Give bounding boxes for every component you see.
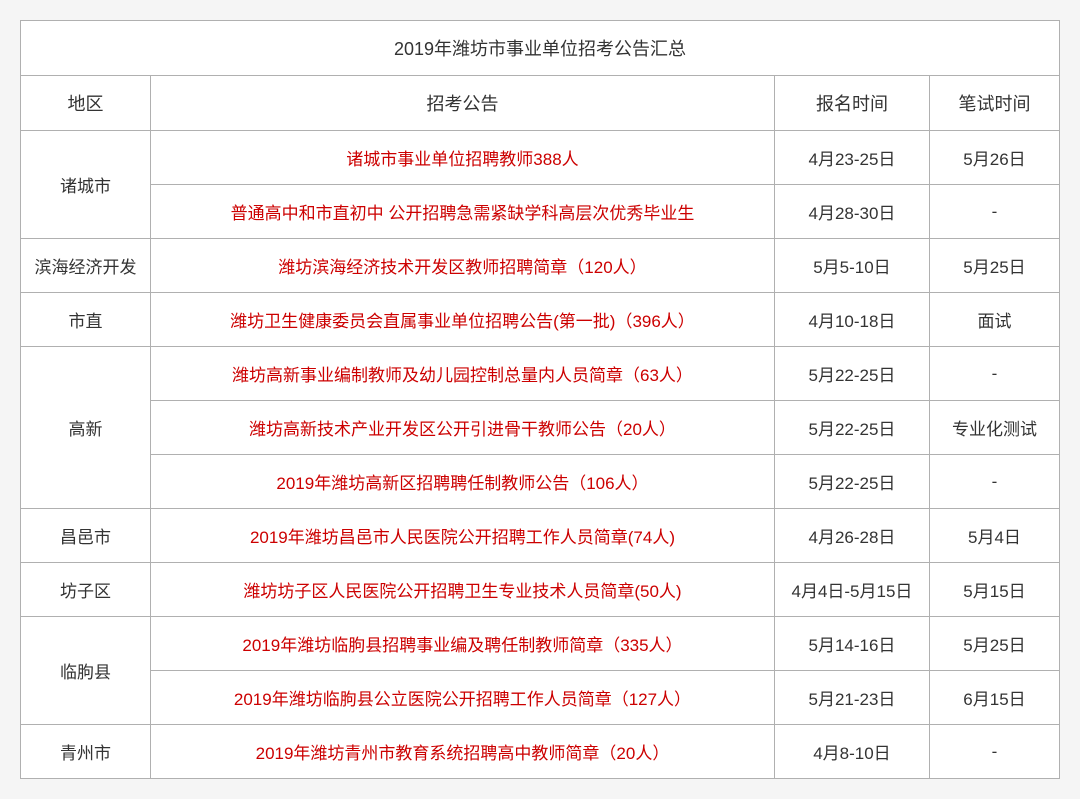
announcement-cell[interactable]: 潍坊高新事业编制教师及幼儿园控制总量内人员简章（63人） — [151, 347, 775, 401]
exam-time-cell: 5月25日 — [929, 239, 1059, 293]
region-cell: 青州市 — [21, 725, 151, 779]
region-cell: 高新 — [21, 347, 151, 509]
exam-time-cell: - — [929, 455, 1059, 509]
exam-time-cell: 6月15日 — [929, 671, 1059, 725]
table-row: 高新 潍坊高新事业编制教师及幼儿园控制总量内人员简章（63人） 5月22-25日… — [21, 347, 1060, 401]
table-row: 昌邑市 2019年潍坊昌邑市人民医院公开招聘工作人员简章(74人) 4月26-2… — [21, 509, 1060, 563]
table-title: 2019年潍坊市事业单位招考公告汇总 — [21, 21, 1060, 76]
exam-time-cell: 5月4日 — [929, 509, 1059, 563]
table-row: 滨海经济开发 潍坊滨海经济技术开发区教师招聘简章（120人） 5月5-10日 5… — [21, 239, 1060, 293]
exam-time-cell: - — [929, 347, 1059, 401]
region-cell: 诸城市 — [21, 131, 151, 239]
announcement-cell[interactable]: 2019年潍坊临朐县招聘事业编及聘任制教师简章（335人） — [151, 617, 775, 671]
region-cell: 市直 — [21, 293, 151, 347]
announcement-cell[interactable]: 2019年潍坊青州市教育系统招聘高中教师简章（20人） — [151, 725, 775, 779]
table-row: 2019年潍坊高新区招聘聘任制教师公告（106人） 5月22-25日 - — [21, 455, 1060, 509]
exam-time-cell: 5月15日 — [929, 563, 1059, 617]
header-region: 地区 — [21, 76, 151, 131]
announcement-cell[interactable]: 潍坊滨海经济技术开发区教师招聘简章（120人） — [151, 239, 775, 293]
signup-time-cell: 5月22-25日 — [774, 455, 929, 509]
signup-time-cell: 5月21-23日 — [774, 671, 929, 725]
table-row: 普通高中和市直初中 公开招聘急需紧缺学科高层次优秀毕业生 4月28-30日 - — [21, 185, 1060, 239]
announcement-cell[interactable]: 2019年潍坊临朐县公立医院公开招聘工作人员简章（127人） — [151, 671, 775, 725]
signup-time-cell: 4月23-25日 — [774, 131, 929, 185]
header-row: 地区 招考公告 报名时间 笔试时间 — [21, 76, 1060, 131]
header-exam-time: 笔试时间 — [929, 76, 1059, 131]
title-row: 2019年潍坊市事业单位招考公告汇总 — [21, 21, 1060, 76]
exam-time-cell: 面试 — [929, 293, 1059, 347]
region-cell: 坊子区 — [21, 563, 151, 617]
signup-time-cell: 5月22-25日 — [774, 347, 929, 401]
table-row: 2019年潍坊临朐县公立医院公开招聘工作人员简章（127人） 5月21-23日 … — [21, 671, 1060, 725]
recruitment-table-container: 2019年潍坊市事业单位招考公告汇总 地区 招考公告 报名时间 笔试时间 诸城市… — [20, 20, 1060, 779]
exam-time-cell: - — [929, 725, 1059, 779]
table-row: 市直 潍坊卫生健康委员会直属事业单位招聘公告(第一批)（396人） 4月10-1… — [21, 293, 1060, 347]
signup-time-cell: 5月5-10日 — [774, 239, 929, 293]
announcement-cell[interactable]: 普通高中和市直初中 公开招聘急需紧缺学科高层次优秀毕业生 — [151, 185, 775, 239]
signup-time-cell: 4月10-18日 — [774, 293, 929, 347]
signup-time-cell: 4月26-28日 — [774, 509, 929, 563]
signup-time-cell: 5月14-16日 — [774, 617, 929, 671]
header-announcement: 招考公告 — [151, 76, 775, 131]
table-row: 潍坊高新技术产业开发区公开引进骨干教师公告（20人） 5月22-25日 专业化测… — [21, 401, 1060, 455]
signup-time-cell: 4月4日-5月15日 — [774, 563, 929, 617]
signup-time-cell: 4月28-30日 — [774, 185, 929, 239]
signup-time-cell: 4月8-10日 — [774, 725, 929, 779]
exam-time-cell: - — [929, 185, 1059, 239]
region-cell: 临朐县 — [21, 617, 151, 725]
exam-time-cell: 5月26日 — [929, 131, 1059, 185]
announcement-cell[interactable]: 诸城市事业单位招聘教师388人 — [151, 131, 775, 185]
table-body: 2019年潍坊市事业单位招考公告汇总 地区 招考公告 报名时间 笔试时间 诸城市… — [21, 21, 1060, 779]
table-row: 青州市 2019年潍坊青州市教育系统招聘高中教师简章（20人） 4月8-10日 … — [21, 725, 1060, 779]
header-signup-time: 报名时间 — [774, 76, 929, 131]
exam-time-cell: 专业化测试 — [929, 401, 1059, 455]
region-cell: 滨海经济开发 — [21, 239, 151, 293]
recruitment-table: 2019年潍坊市事业单位招考公告汇总 地区 招考公告 报名时间 笔试时间 诸城市… — [20, 20, 1060, 779]
table-row: 临朐县 2019年潍坊临朐县招聘事业编及聘任制教师简章（335人） 5月14-1… — [21, 617, 1060, 671]
table-row: 诸城市 诸城市事业单位招聘教师388人 4月23-25日 5月26日 — [21, 131, 1060, 185]
signup-time-cell: 5月22-25日 — [774, 401, 929, 455]
announcement-cell[interactable]: 潍坊高新技术产业开发区公开引进骨干教师公告（20人） — [151, 401, 775, 455]
exam-time-cell: 5月25日 — [929, 617, 1059, 671]
announcement-cell[interactable]: 2019年潍坊高新区招聘聘任制教师公告（106人） — [151, 455, 775, 509]
region-cell: 昌邑市 — [21, 509, 151, 563]
announcement-cell[interactable]: 潍坊卫生健康委员会直属事业单位招聘公告(第一批)（396人） — [151, 293, 775, 347]
table-row: 坊子区 潍坊坊子区人民医院公开招聘卫生专业技术人员简章(50人) 4月4日-5月… — [21, 563, 1060, 617]
announcement-cell[interactable]: 2019年潍坊昌邑市人民医院公开招聘工作人员简章(74人) — [151, 509, 775, 563]
announcement-cell[interactable]: 潍坊坊子区人民医院公开招聘卫生专业技术人员简章(50人) — [151, 563, 775, 617]
